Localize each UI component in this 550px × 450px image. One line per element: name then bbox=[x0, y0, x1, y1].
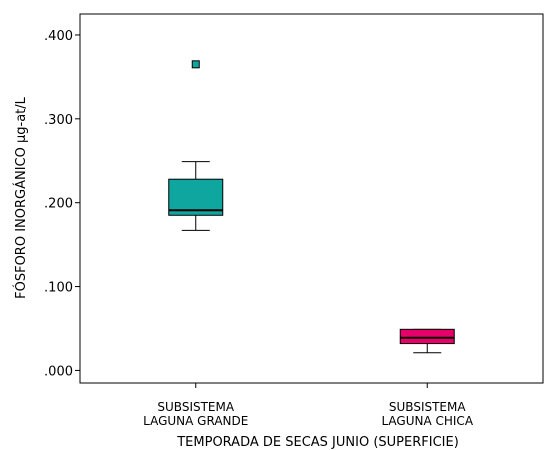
y-tick-label: .300 bbox=[44, 113, 73, 128]
x-tick-label: SUBSISTEMA bbox=[389, 400, 466, 414]
x-axis-title: TEMPORADA DE SECAS JUNIO (SUPERFICIE) bbox=[176, 435, 459, 450]
y-axis-title: FÓSFORO INORGÁNICO µg-at/L bbox=[13, 96, 29, 299]
x-tick-label: LAGUNA CHICA bbox=[381, 414, 473, 428]
y-tick-label: .200 bbox=[44, 197, 73, 212]
x-tick-label: LAGUNA GRANDE bbox=[143, 414, 248, 428]
y-tick-label: .400 bbox=[44, 29, 73, 44]
y-tick-label: .000 bbox=[44, 364, 73, 379]
y-axis: .000 .100 .200 .300 .400 bbox=[44, 29, 80, 379]
boxes bbox=[168, 60, 455, 354]
box bbox=[399, 328, 455, 345]
y-tick-label: .100 bbox=[44, 281, 73, 296]
x-tick-label: SUBSISTEMA bbox=[157, 400, 234, 414]
outlier-point bbox=[191, 60, 200, 69]
plot-frame bbox=[79, 13, 544, 384]
